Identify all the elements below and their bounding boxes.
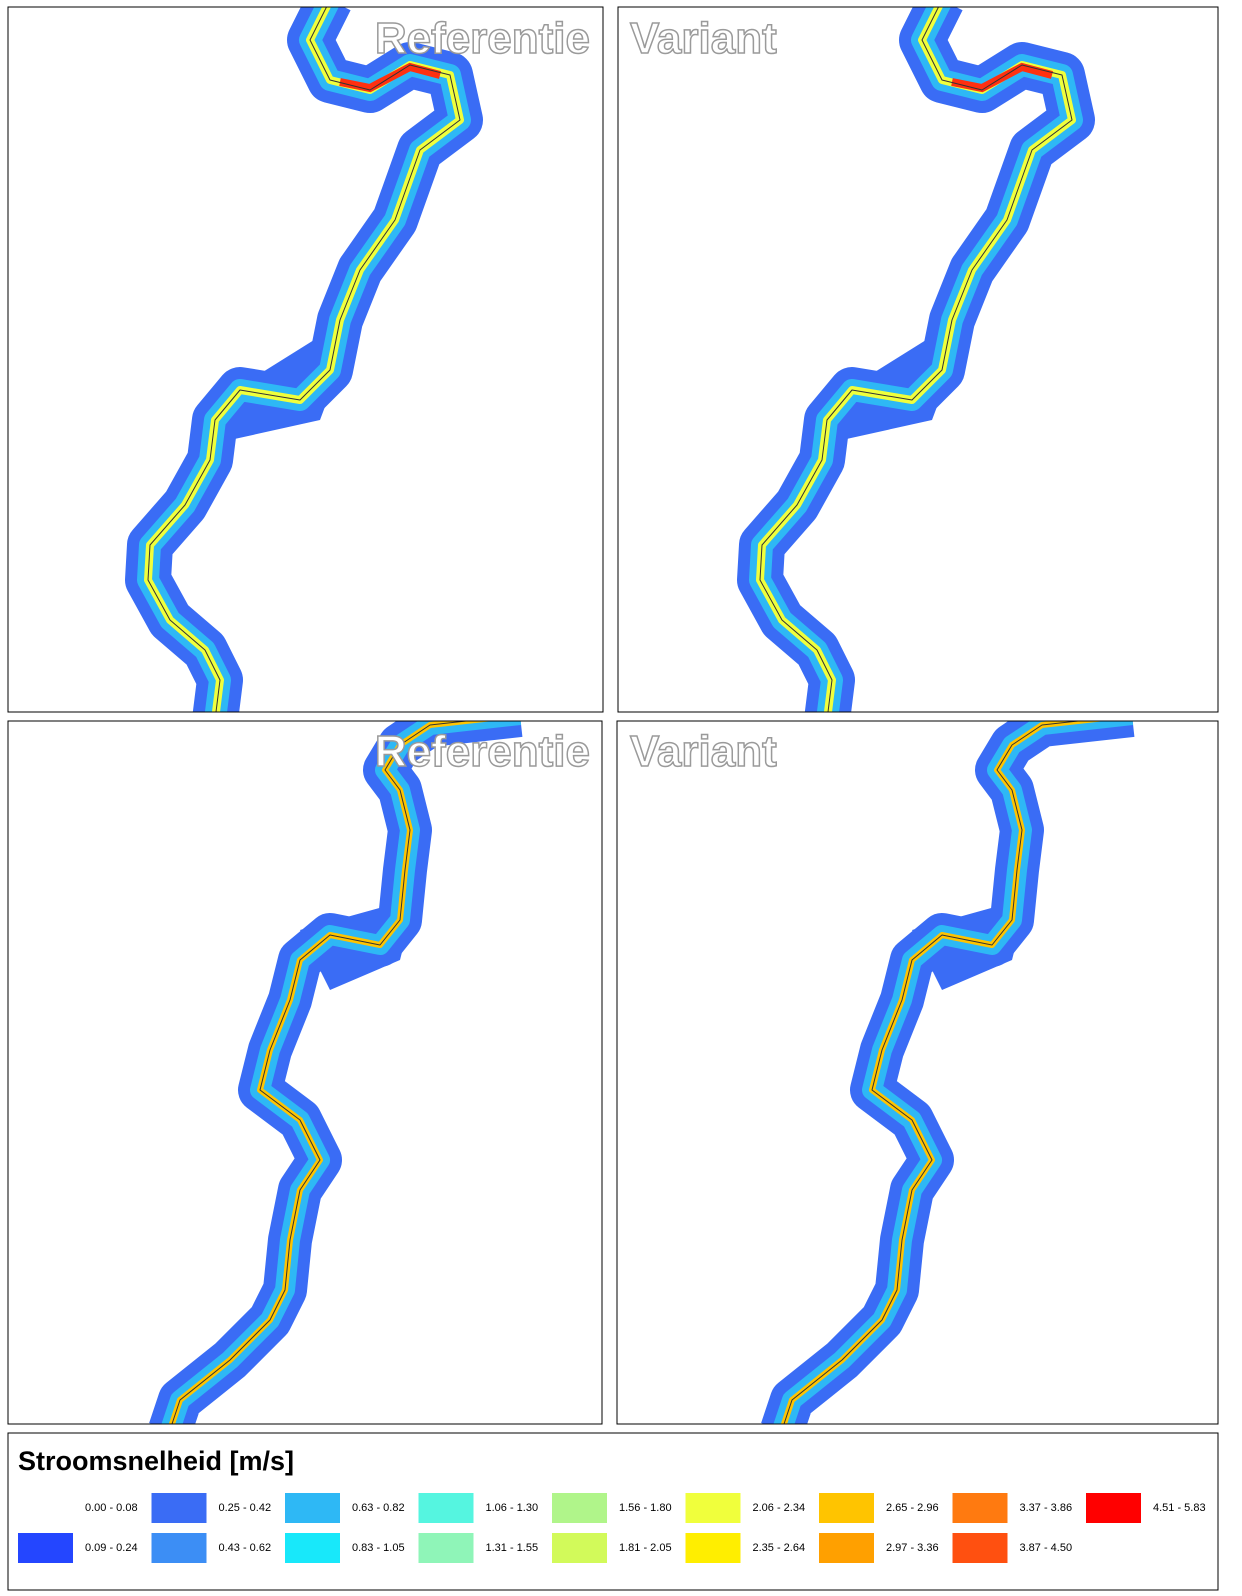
panel-frame [617, 721, 1218, 1424]
legend-label: 2.97 - 3.36 [886, 1542, 939, 1554]
legend-swatch [419, 1493, 474, 1523]
legend-label: 4.51 - 5.83 [1153, 1502, 1206, 1514]
legend-swatch [819, 1533, 874, 1563]
panel-label: Variant [630, 14, 777, 63]
legend-swatch [819, 1493, 874, 1523]
legend-label: 0.00 - 0.08 [85, 1502, 138, 1514]
river-map [148, 0, 460, 720]
legend-label: 0.83 - 1.05 [352, 1542, 405, 1554]
legend-swatch [18, 1493, 73, 1523]
legend-label: 3.87 - 4.50 [1020, 1542, 1073, 1554]
legend-swatch [152, 1493, 207, 1523]
panel-frame [8, 721, 602, 1424]
legend-swatch [285, 1533, 340, 1563]
legend-label: 1.31 - 1.55 [486, 1542, 539, 1554]
legend-label: 2.06 - 2.34 [753, 1502, 806, 1514]
legend-swatch [686, 1533, 741, 1563]
river-map [782, 715, 1132, 1430]
legend-label: 3.37 - 3.86 [1020, 1502, 1073, 1514]
legend-swatch [152, 1533, 207, 1563]
legend-title: Stroomsnelheid [m/s] [18, 1446, 294, 1476]
panel-label: Referentie [375, 14, 590, 63]
legend-swatch [686, 1493, 741, 1523]
river-map [170, 715, 520, 1430]
legend-label: 0.63 - 0.82 [352, 1502, 405, 1514]
legend-label: 0.25 - 0.42 [219, 1502, 272, 1514]
legend-swatch [953, 1533, 1008, 1563]
panel-label: Variant [630, 727, 777, 776]
legend-swatch [18, 1533, 73, 1563]
legend-label: 2.35 - 2.64 [753, 1542, 806, 1554]
legend-label: 1.06 - 1.30 [486, 1502, 539, 1514]
legend-swatch [953, 1493, 1008, 1523]
legend-label: 1.56 - 1.80 [619, 1502, 672, 1514]
legend-swatch [552, 1533, 607, 1563]
legend-swatch [419, 1533, 474, 1563]
legend-label: 0.43 - 0.62 [219, 1542, 272, 1554]
legend-label: 1.81 - 2.05 [619, 1542, 672, 1554]
legend-swatch [1086, 1493, 1141, 1523]
map-figure: Referentie Variant Referentie Variant St… [0, 0, 1242, 1596]
river-map [760, 0, 1072, 720]
legend-label: 2.65 - 2.96 [886, 1502, 939, 1514]
legend-swatch [285, 1493, 340, 1523]
legend-label: 0.09 - 0.24 [85, 1542, 138, 1554]
legend-swatch [552, 1493, 607, 1523]
panel-label: Referentie [375, 727, 590, 776]
